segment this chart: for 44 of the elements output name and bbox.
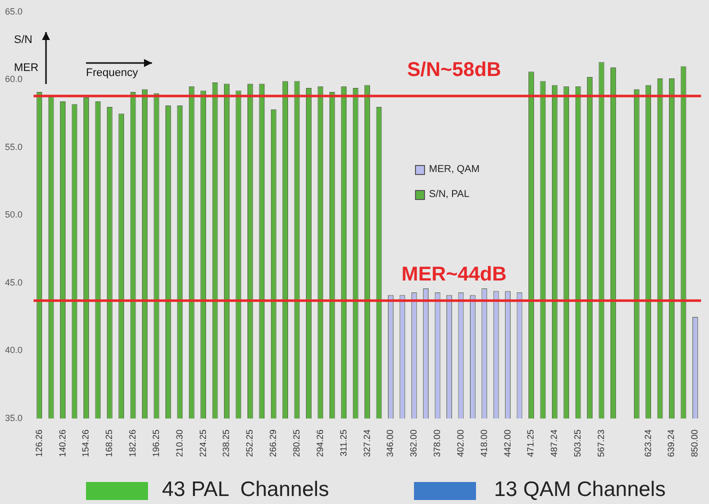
x-tick-label: 402.00 — [455, 429, 466, 458]
x-tick-label: 182.26 — [128, 429, 138, 458]
x-tick-label: 503.25 — [572, 429, 583, 458]
ref-line-label: S/N~58dB — [407, 59, 502, 82]
x-tick-label: 378.00 — [432, 429, 442, 458]
x-tick-label: 126.26 — [34, 429, 44, 458]
ref-line-label: MER~44dB — [402, 264, 507, 286]
text: S/N — [14, 34, 32, 46]
annotation: Frequency — [86, 67, 138, 79]
x-tick-label: 327.24 — [362, 429, 372, 458]
y-tick-label: 40.0 — [4, 345, 23, 356]
y-tick-label: 55.0 — [4, 142, 23, 152]
y-tick-label: 45.0 — [4, 277, 23, 288]
x-tick-label: 471.25 — [526, 429, 536, 458]
text: 13 QAM Channels — [494, 478, 666, 502]
annotation: MER — [14, 62, 38, 74]
x-tick-label: 210.30 — [174, 429, 184, 458]
x-tick-label: 196.25 — [150, 429, 161, 458]
y-tick-label: 50.0 — [4, 210, 23, 220]
x-tick-label: 346.00 — [385, 429, 396, 458]
x-tick-label: 311.25 — [338, 429, 348, 456]
x-tick-label: 362.00 — [408, 429, 419, 458]
x-tick-label: 850.00 — [690, 429, 700, 458]
x-tick-label: 140.26 — [57, 429, 68, 458]
legend-label: S/N, PAL — [429, 189, 470, 200]
y-tick-label: 35.0 — [4, 412, 23, 423]
x-tick-label: 623.24 — [642, 429, 653, 458]
legend-label: MER, QAM — [429, 164, 480, 175]
x-tick-label: 266.29 — [268, 429, 278, 458]
x-tick-label: 418.00 — [478, 429, 489, 458]
x-tick-label: 639.24 — [666, 429, 676, 458]
x-tick-label: 567.23 — [596, 429, 606, 458]
x-tick-label: 280.25 — [291, 429, 302, 458]
x-tick-label: 487.24 — [549, 429, 560, 458]
y-tick-label: 60.0 — [4, 74, 23, 84]
x-tick-label: 252.25 — [244, 429, 255, 458]
x-tick-label: 154.26 — [80, 429, 91, 458]
x-tick-label: 168.25 — [104, 429, 114, 458]
x-tick-label: 224.25 — [198, 429, 208, 458]
text: 43 PAL Channels — [162, 478, 329, 502]
x-tick-label: 238.25 — [221, 429, 232, 458]
x-tick-label: 294.26 — [314, 429, 325, 458]
y-tick-label: 65.0 — [4, 6, 23, 16]
x-tick-label: 442.00 — [502, 429, 512, 458]
